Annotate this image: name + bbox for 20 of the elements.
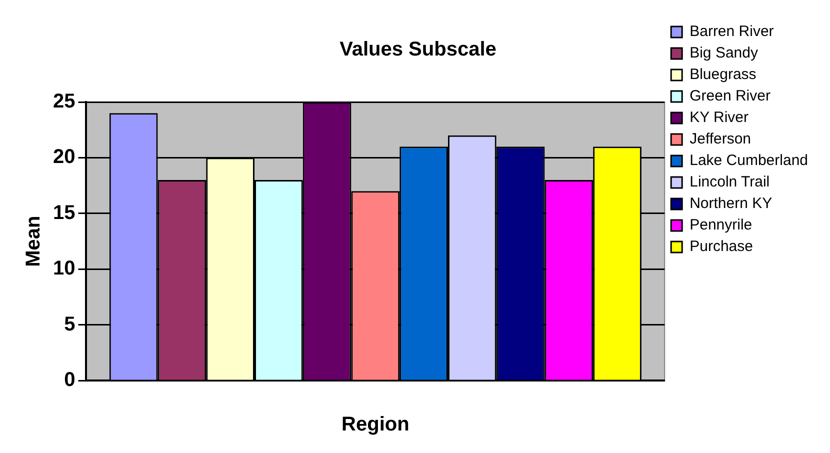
legend-label: Green River <box>690 88 770 105</box>
y-tick-label: 10 <box>52 258 76 280</box>
chart-title: Values Subscale <box>340 38 496 61</box>
y-tick-label: 5 <box>64 313 76 336</box>
legend-label: Big Sandy <box>690 44 758 62</box>
legend-label: Lincoln Trail <box>690 174 770 191</box>
x-axis-title: Region <box>342 414 410 436</box>
legend-label: Barren River <box>690 23 774 40</box>
legend-label: KY River <box>690 109 749 126</box>
legend-label: Bluegrass <box>690 66 756 84</box>
y-tick-label: 0 <box>64 369 76 392</box>
legend-label: Purchase <box>690 238 753 256</box>
y-tick-label: 25 <box>52 90 76 113</box>
legend-label: Northern KY <box>690 195 772 212</box>
y-tick-label: 20 <box>52 146 76 168</box>
y-tick-label: 15 <box>52 202 76 224</box>
legend-label: Lake Cumberland <box>690 152 808 170</box>
legend-label: Jefferson <box>690 130 752 148</box>
y-axis-title: Mean <box>22 216 45 267</box>
legend-label: Pennyrile <box>690 216 752 234</box>
